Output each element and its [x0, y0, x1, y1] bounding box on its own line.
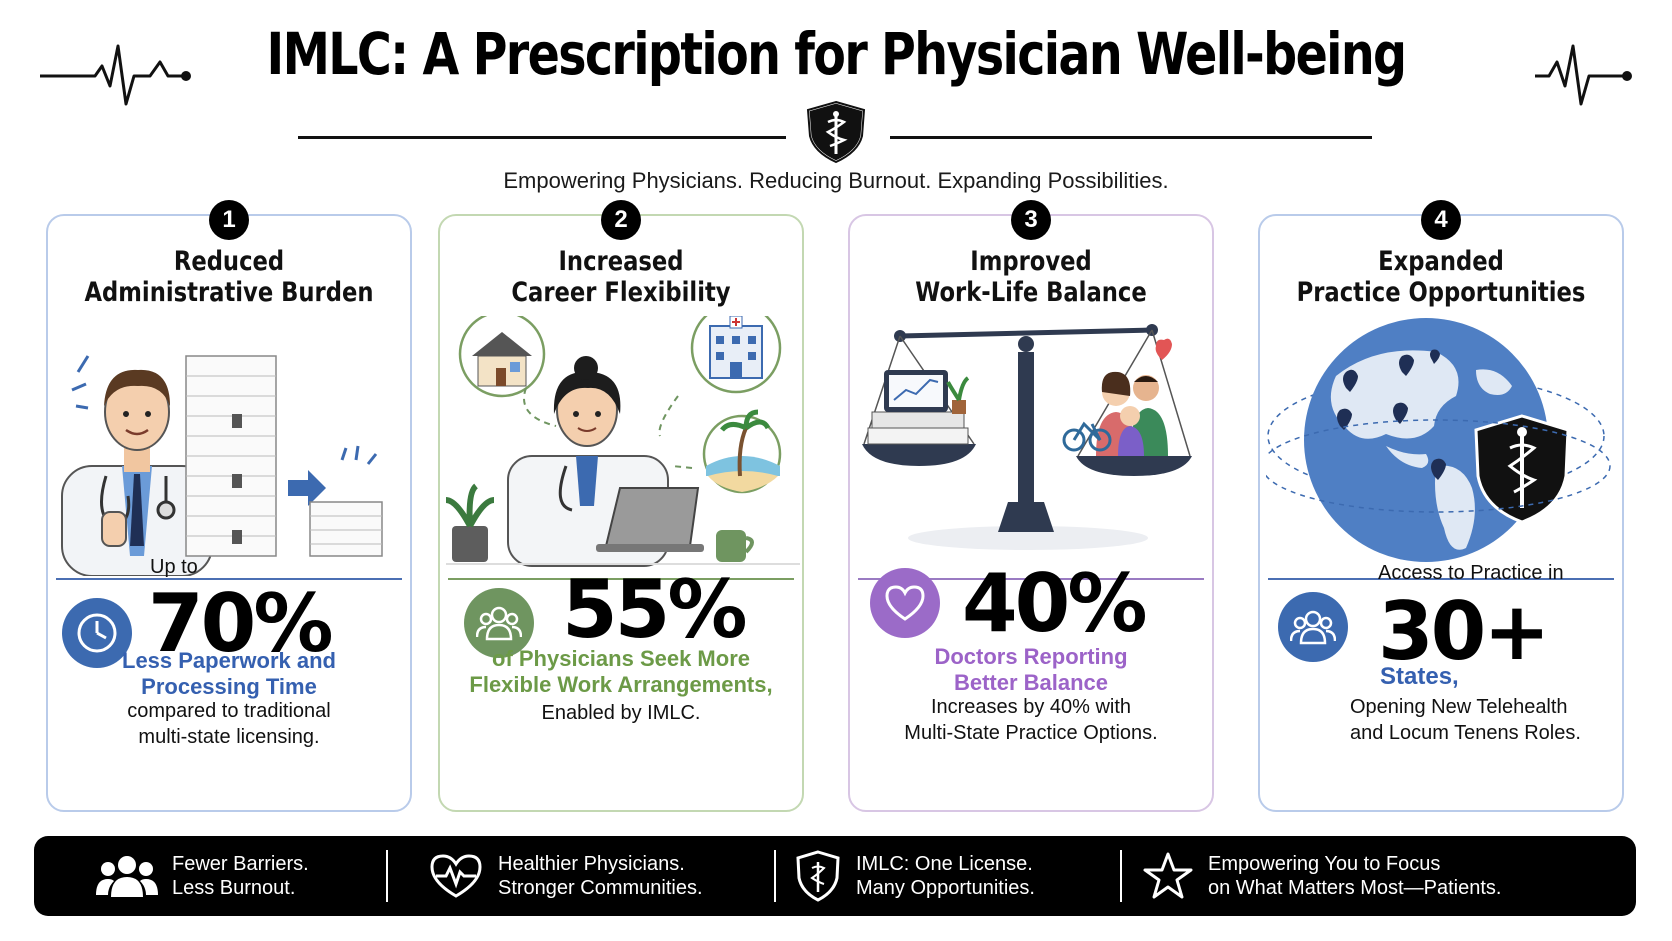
stat-prefix: Access to Practice in: [1378, 562, 1564, 584]
footer-text: IMLC: One License. Many Opportunities.: [856, 853, 1035, 899]
card-title: Expanded Practice Opportunities: [1296, 246, 1586, 308]
group-icon: [96, 856, 158, 897]
star-icon: [1143, 852, 1193, 899]
doctor-paperwork-illustration: [61, 355, 383, 576]
card-career-flexibility: 2 Increased Career Flexibility: [438, 200, 804, 812]
card-divider: [858, 578, 1204, 580]
card-number-badge: 1: [209, 200, 249, 240]
footer-banner: Fewer Barriers. Less Burnout. Healthier …: [34, 836, 1636, 916]
stat-highlight: Less Paperwork and Processing Time: [122, 648, 336, 699]
footer-item: Empowering You to Focus on What Matters …: [1142, 836, 1501, 916]
footer-separator: [774, 850, 776, 902]
footer-separator: [386, 850, 388, 902]
shield-icon: [796, 850, 840, 902]
globe-illustration: [1266, 318, 1611, 562]
card-practice-opportunities: 4 Expanded Practice Opportunities Access…: [1258, 200, 1624, 812]
doctor-laptop-illustration: [446, 316, 800, 567]
card-reduced-admin-burden: 1 Reduced Administrative Burden: [46, 200, 412, 812]
stat-description: compared to traditional multi-state lice…: [127, 700, 331, 748]
header-rule: [298, 136, 786, 139]
stat-highlight: of Physicians Seek More Flexible Work Ar…: [469, 646, 773, 697]
stat-prefix: Up to: [150, 556, 198, 578]
card-divider: [56, 578, 402, 580]
heartbeat-icon: [430, 854, 482, 898]
caduceus-shield-icon: [806, 100, 866, 164]
footer-text: Empowering You to Focus on What Matters …: [1208, 853, 1502, 899]
stat-description: Increases by 40% with Multi-State Practi…: [904, 696, 1158, 744]
balance-scale-illustration: [862, 324, 1192, 550]
card-number-badge: 3: [1011, 200, 1051, 240]
page-title: IMLC: A Prescription for Physician Well-…: [266, 20, 1408, 88]
footer-item: IMLC: One License. Many Opportunities.: [794, 836, 1035, 916]
footer-item: Fewer Barriers. Less Burnout.: [96, 836, 309, 916]
stat-highlight: States,: [1380, 663, 1459, 690]
card-divider: [448, 578, 794, 580]
card-number-badge: 2: [601, 200, 641, 240]
stat-description: Opening New Telehealth and Locum Tenens …: [1350, 696, 1581, 744]
stat-highlight: Doctors Reporting Better Balance: [934, 644, 1128, 695]
heart-icon: [870, 568, 940, 638]
stat-value: 30+: [1378, 585, 1550, 678]
card-title: Increased Career Flexibility: [511, 246, 731, 308]
stat-value: 40%: [962, 557, 1147, 650]
stat-value: 70%: [148, 577, 333, 670]
footer-item: Healthier Physicians. Stronger Communiti…: [428, 836, 703, 916]
people-icon: [1278, 592, 1348, 662]
card-title: Reduced Administrative Burden: [84, 246, 374, 308]
footer-text: Healthier Physicians. Stronger Communiti…: [498, 853, 703, 899]
card-work-life-balance: 3 Improved Work-Life Balance: [848, 200, 1214, 812]
ekg-line-icon: [40, 44, 191, 106]
card-divider: [1268, 578, 1614, 580]
header-rule: [890, 136, 1372, 139]
page-subtitle: Empowering Physicians. Reducing Burnout.…: [503, 168, 1169, 193]
footer-separator: [1120, 850, 1122, 902]
clock-icon: [62, 598, 132, 668]
card-title: Improved Work-Life Balance: [915, 246, 1147, 308]
stat-description: Enabled by IMLC.: [541, 702, 701, 724]
stat-value: 55%: [562, 563, 747, 656]
ekg-line-icon: [1535, 44, 1632, 106]
card-number-badge: 4: [1421, 200, 1461, 240]
footer-text: Fewer Barriers. Less Burnout.: [172, 853, 309, 899]
people-icon: [464, 588, 534, 658]
